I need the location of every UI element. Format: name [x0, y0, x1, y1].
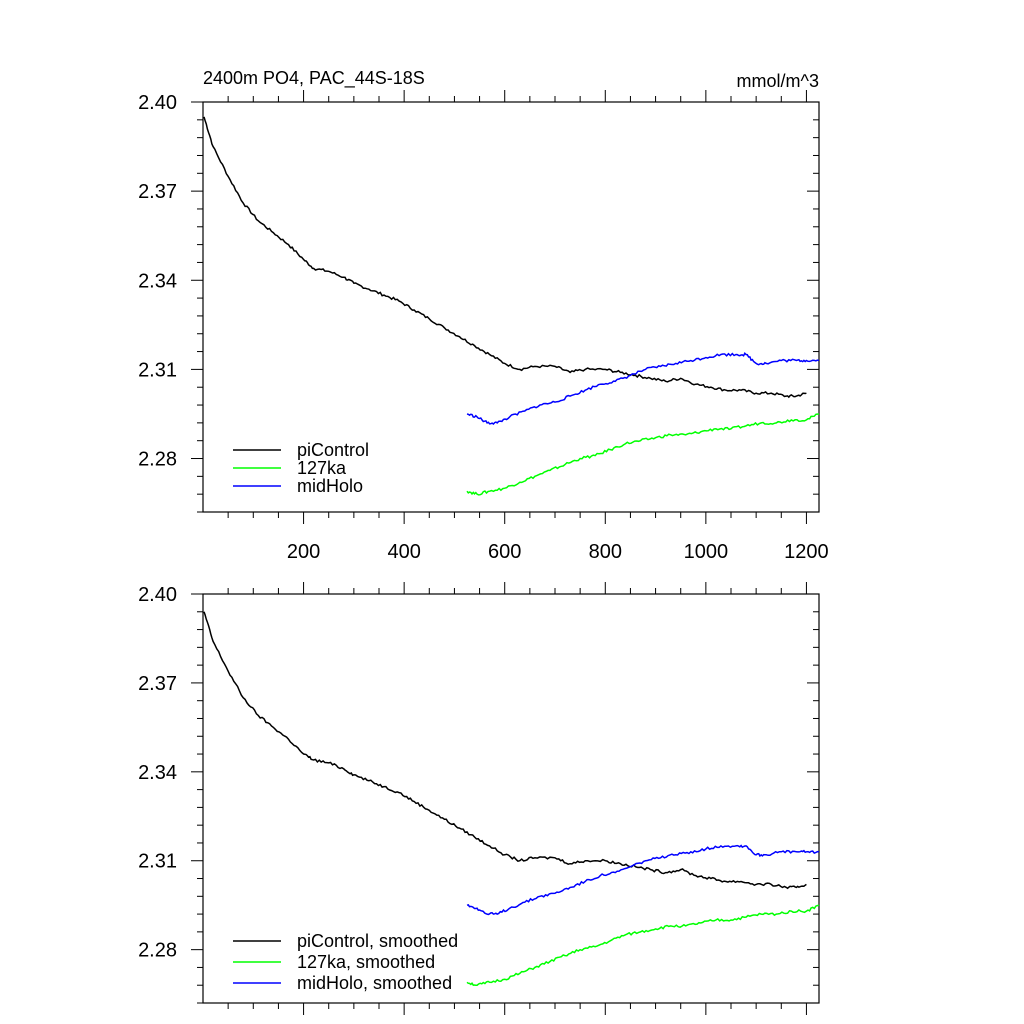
- y-tick-label: 2.28: [138, 449, 177, 471]
- chart-title: 2400m PO4, PAC_44S-18S: [203, 68, 425, 89]
- plot-frame: [202, 101, 820, 513]
- series-line-127ka: [466, 413, 820, 496]
- bottom-panel: 2.28 2.31 2.34 2.37 2.40 piControl, smoothed1…: [138, 582, 820, 1015]
- y-tick-label: 2.31: [138, 851, 177, 873]
- y-tick-label: 2.34: [138, 270, 177, 292]
- legend-label: midHolo, smoothed: [297, 973, 452, 993]
- series-line-127ka-smoothed: [466, 904, 820, 987]
- x-tick-label: 400: [387, 541, 420, 563]
- series-line-midholo: [466, 352, 820, 425]
- x-tick-label: 800: [589, 541, 622, 563]
- y-tick-label: 2.28: [138, 940, 177, 962]
- series-line-midholo-smoothed: [466, 844, 820, 916]
- legend-label: midHolo: [297, 476, 363, 496]
- x-tick-label: 600: [488, 541, 521, 563]
- y-tick-label: 2.31: [138, 359, 177, 381]
- y-tick-label: 2.40: [138, 92, 177, 114]
- y-tick-label: 2.34: [138, 762, 177, 784]
- y-tick-label: 2.37: [138, 673, 177, 695]
- legend-label: piControl: [297, 440, 369, 460]
- units-label: mmol/m^3: [737, 71, 819, 91]
- legend-label: 127ka, smoothed: [297, 952, 435, 972]
- legend-label: 127ka: [297, 458, 347, 478]
- series-line-picontrol: [203, 116, 807, 399]
- series-line-picontrol-smoothed: [203, 611, 807, 890]
- plot-frame: [202, 593, 820, 1004]
- x-tick-label: 1000: [684, 541, 729, 563]
- top-panel: 2.28 2.31 2.34 2.37 2.40 200 400 600 800 1000 1200…: [138, 90, 829, 563]
- y-tick-label: 2.40: [138, 584, 177, 606]
- x-tick-label: 200: [287, 541, 320, 563]
- y-tick-label: 2.37: [138, 181, 177, 203]
- x-tick-label: 1200: [784, 541, 829, 563]
- legend-label: piControl, smoothed: [297, 931, 458, 951]
